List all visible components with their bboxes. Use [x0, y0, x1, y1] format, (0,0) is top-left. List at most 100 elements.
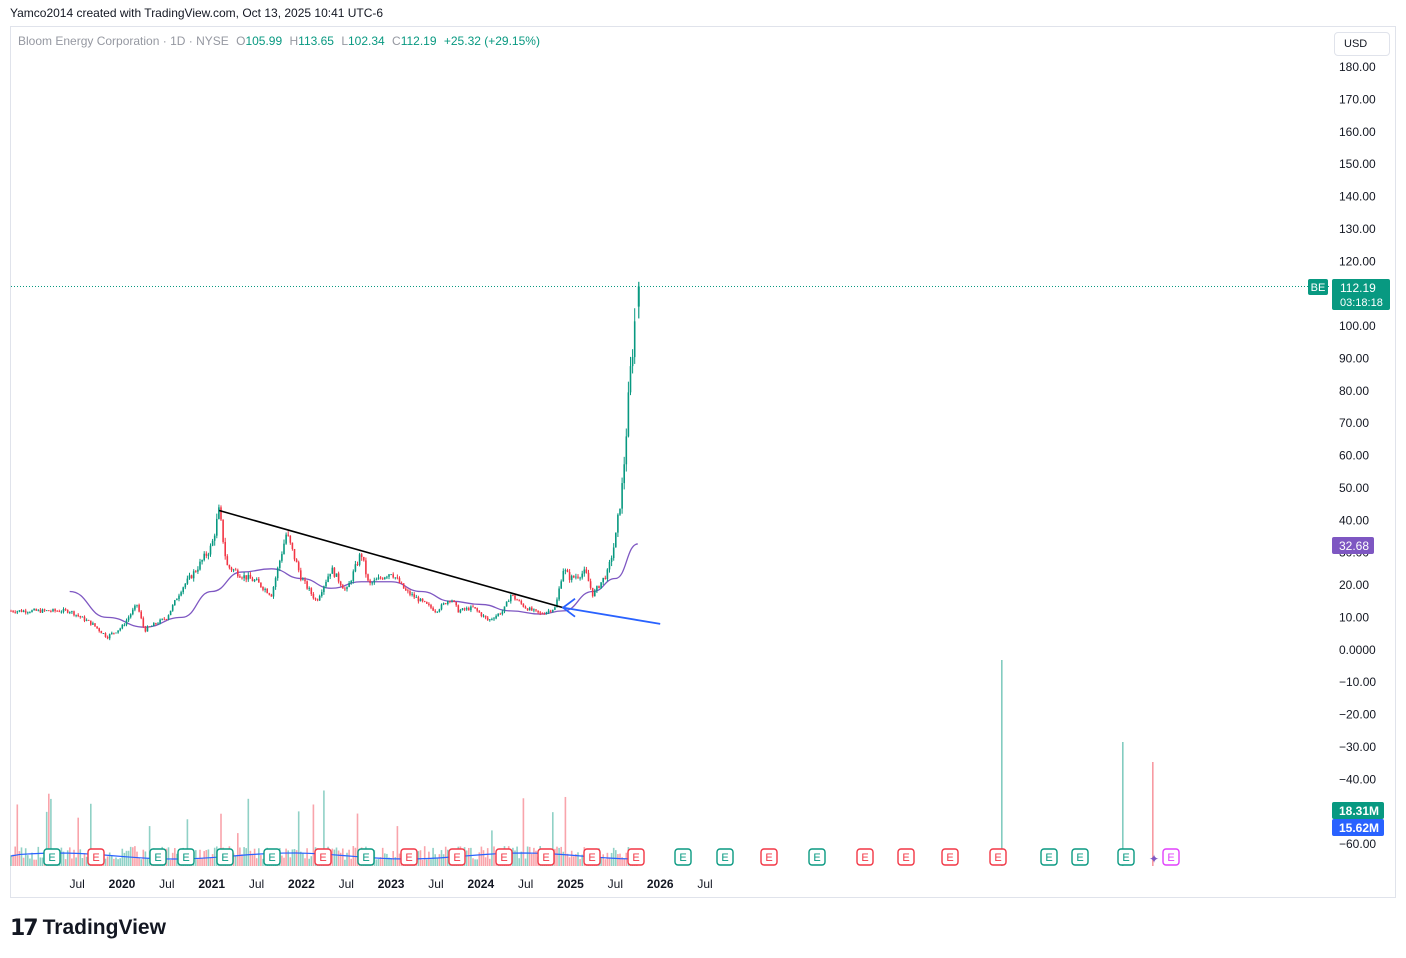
price-candle — [405, 588, 407, 591]
price-candle — [190, 575, 193, 579]
price-candle — [312, 593, 315, 599]
earnings-marker — [808, 848, 826, 866]
earnings-marker-label: E — [405, 852, 412, 864]
price-candle — [434, 610, 436, 612]
volume-bar — [610, 852, 613, 866]
price-candle — [602, 577, 604, 583]
upcoming-earnings-marker — [1162, 848, 1180, 866]
earnings-marker-label: E — [362, 852, 369, 864]
price-candle — [81, 616, 84, 618]
price-candle — [69, 612, 71, 613]
price-candle — [108, 634, 111, 639]
price-tick-label: 170.00 — [1339, 92, 1376, 106]
price-candle — [373, 580, 376, 583]
price-tick-label: 40.00 — [1339, 513, 1369, 527]
volume-bar — [16, 804, 19, 866]
earnings-marker — [495, 848, 513, 866]
price-candle — [447, 601, 449, 605]
price-tick-label: 60.00 — [1339, 449, 1369, 463]
price-tick-label: −60.00 — [1339, 837, 1376, 851]
volume-bar — [287, 850, 289, 866]
price-candle — [213, 535, 216, 541]
earnings-marker-label: E — [500, 852, 507, 864]
price-candle — [39, 609, 42, 613]
volume-bar — [50, 798, 52, 866]
volume-bar — [476, 859, 478, 866]
volume-bar — [234, 855, 237, 866]
price-candle — [115, 632, 117, 634]
price-candle — [541, 613, 544, 615]
price-candle — [90, 620, 92, 625]
price-candle — [20, 610, 23, 612]
volume-bar — [566, 853, 569, 866]
volume-bar — [526, 846, 529, 866]
currency-selector[interactable]: USD — [1334, 32, 1390, 56]
volume-bar — [480, 846, 483, 866]
volume-bar — [390, 858, 392, 866]
price-candle — [18, 610, 21, 612]
price-candle — [457, 605, 460, 613]
earnings-marker — [583, 848, 601, 866]
price-candle — [455, 601, 457, 606]
price-candle — [531, 607, 533, 611]
volume-bar — [531, 853, 533, 866]
volume-bar — [554, 848, 556, 866]
price-candle — [604, 577, 607, 579]
volume-bar — [606, 852, 609, 866]
symbol-line[interactable]: Bloom Energy Corporation · 1D · NYSE — [18, 34, 229, 48]
time-tick-label: 2024 — [467, 877, 494, 891]
price-candle — [287, 534, 289, 536]
price-candle — [400, 582, 403, 584]
price-tick-label: 140.00 — [1339, 190, 1376, 204]
earnings-marker — [856, 848, 874, 866]
price-candle — [64, 609, 67, 610]
price-candle — [331, 567, 334, 574]
volume-bar — [300, 851, 302, 866]
volume-bar — [419, 850, 422, 866]
earnings-marker-label: E — [994, 852, 1001, 864]
change-value: +25.32 (+29.15%) — [443, 34, 540, 48]
low-value: 102.34 — [348, 34, 385, 48]
bar-countdown: 03:18:18 — [1340, 297, 1383, 309]
price-candle — [499, 613, 502, 615]
volume-bar — [132, 847, 134, 866]
price-candle — [136, 604, 138, 606]
volume-bar — [138, 857, 140, 866]
volume-bar — [524, 858, 527, 866]
volume-bar — [474, 859, 476, 866]
volume-bar — [281, 855, 283, 866]
price-candle — [232, 569, 235, 571]
volume-bar — [22, 857, 25, 866]
time-tick-label: Jul — [518, 877, 533, 891]
volume-bar — [253, 848, 256, 866]
price-candle — [608, 561, 611, 570]
price-candle — [62, 609, 65, 612]
ma-value-label: 32.68 — [1339, 539, 1369, 553]
volume-bar — [134, 846, 136, 866]
volume-bar — [33, 859, 35, 866]
volume-bar — [384, 853, 386, 866]
volume-bar — [260, 855, 262, 866]
price-candle — [197, 569, 199, 572]
moving-average-line — [69, 543, 638, 628]
volume-bar — [518, 858, 520, 866]
earnings-marker — [263, 848, 281, 866]
price-candle — [192, 571, 195, 579]
volume-bar — [310, 856, 313, 866]
price-candle — [302, 579, 304, 581]
price-candle — [104, 633, 107, 637]
price-candle — [291, 542, 294, 549]
price-candle — [573, 575, 575, 578]
price-candle — [377, 577, 380, 580]
volume-bar — [247, 798, 250, 866]
volume-bar — [579, 859, 581, 866]
volume-bar — [209, 857, 212, 866]
price-candle — [348, 583, 350, 588]
price-candle — [367, 574, 369, 581]
price-candle — [463, 608, 466, 610]
volume-bar — [291, 849, 294, 866]
price-candle — [180, 592, 182, 596]
earnings-marker — [400, 848, 418, 866]
price-candle — [234, 569, 237, 571]
